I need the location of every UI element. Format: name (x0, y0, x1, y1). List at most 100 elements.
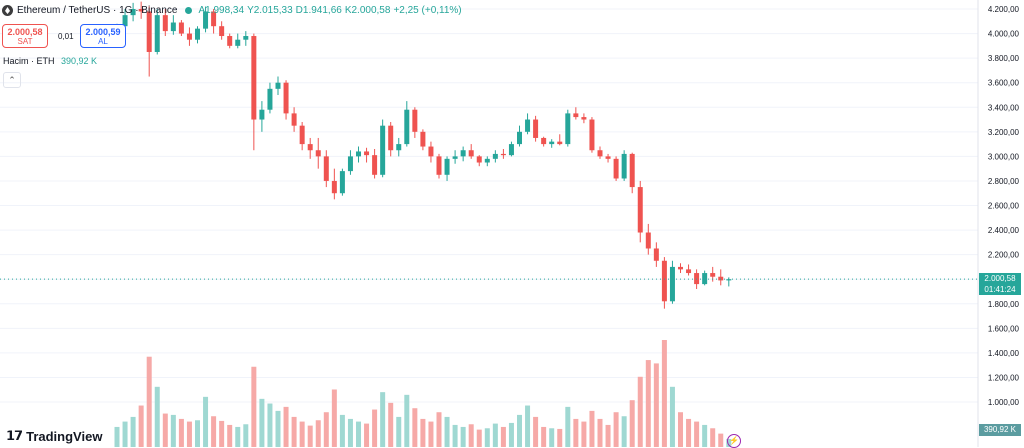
volume-bar (195, 420, 200, 447)
market-open-dot-icon (185, 7, 193, 14)
volume-bar (710, 428, 716, 447)
candle (372, 149, 378, 179)
candle-body (299, 125, 305, 145)
candle (299, 121, 305, 151)
volume-bar (122, 421, 128, 447)
symbol-header: Ethereum / TetherUS · 1G · Binance A1.99… (2, 5, 465, 16)
candle (645, 223, 651, 255)
volume-bar (412, 408, 418, 447)
symbol-title[interactable]: Ethereum / TetherUS · 1G · Binance (17, 5, 178, 16)
candle-body (718, 276, 724, 281)
candle (492, 150, 498, 163)
candle (678, 263, 683, 274)
candle-body (500, 153, 506, 156)
volume-bar (339, 414, 345, 447)
candle-body (170, 22, 176, 32)
candle-body (581, 117, 587, 120)
volume-bar (525, 405, 531, 447)
candle-body (621, 153, 627, 179)
volume-bar (283, 406, 289, 447)
open-value: A1.998,34 (198, 5, 245, 16)
candle-body (549, 141, 555, 145)
collapse-chevron-icon[interactable]: ⌃ (3, 72, 21, 88)
candle-body (315, 150, 321, 157)
sell-button[interactable]: 2.000,58 SAT (2, 24, 48, 48)
volume-bar (203, 396, 209, 447)
candle-body (347, 156, 353, 172)
volume-bar (154, 386, 160, 447)
volume-bar (219, 420, 225, 447)
candle (420, 129, 426, 151)
candle-body (678, 266, 683, 270)
candle-body (653, 248, 659, 261)
candle (235, 33, 241, 49)
candle (573, 107, 579, 120)
buy-label: AL (98, 37, 108, 46)
candle-body (541, 137, 547, 145)
volume-bar (702, 424, 708, 447)
volume-bar (468, 424, 474, 447)
candle (356, 146, 361, 163)
candle (339, 168, 345, 196)
candle-body (589, 119, 595, 151)
volume-bar (621, 416, 627, 447)
volume-bar (484, 428, 490, 447)
volume-bar (565, 406, 571, 447)
volume-bar (613, 412, 619, 447)
volume-legend-value: 390,92 K (61, 56, 98, 66)
candle (500, 149, 506, 159)
volume-bar (299, 421, 305, 447)
flash-icon[interactable]: ⚡ (727, 434, 741, 448)
tradingview-logo[interactable]: 𝟭𝟳 TradingView (6, 428, 102, 444)
candle-body (227, 36, 233, 46)
price-tick-label: 1.400,00 (988, 349, 1020, 358)
ethereum-logo-icon (2, 5, 13, 16)
candle (653, 242, 659, 267)
price-tick-label: 2.600,00 (988, 202, 1020, 211)
volume-bar (396, 416, 402, 447)
candle (468, 144, 474, 159)
candle-body (661, 260, 667, 302)
candle-body (203, 11, 209, 29)
price-axis[interactable]: 4.200,00 4.000,00 3.800,00 3.600,00 3.400,00… (988, 5, 1020, 407)
volume-bar (444, 416, 450, 447)
candle-body (291, 113, 297, 126)
candle (557, 134, 563, 146)
change-value: +2,25 (+0,11%) (393, 5, 462, 16)
candle (533, 115, 539, 142)
candle-body (122, 15, 128, 27)
volume-bar (227, 424, 233, 447)
volume-legend[interactable]: Hacim · ETH 390,92 K (3, 56, 97, 66)
volume-bar (508, 422, 514, 447)
candle (364, 147, 370, 163)
candle (307, 137, 313, 159)
candle-body (195, 28, 200, 40)
chart-grid (0, 8, 978, 403)
candle (637, 180, 643, 243)
candle (170, 15, 176, 35)
volume-bar (146, 356, 152, 447)
candle (686, 264, 692, 276)
last-price-value: 2.000,58 (984, 274, 1016, 284)
candle-body (243, 36, 249, 40)
volume-bar (597, 418, 603, 447)
volume-bar (251, 366, 257, 447)
volume-bar (186, 421, 192, 447)
volume-bar (460, 426, 466, 447)
candle-body (565, 113, 571, 145)
candle-body (307, 144, 313, 151)
candle (525, 113, 531, 135)
price-tick-label: 3.000,00 (988, 152, 1020, 161)
volume-bars (114, 340, 732, 447)
volume-bar (138, 405, 144, 447)
candle-body (637, 187, 643, 233)
candle (581, 113, 587, 124)
buy-button[interactable]: 2.000,59 AL (80, 24, 126, 48)
price-tick-label: 3.400,00 (988, 103, 1020, 112)
candle-body (130, 9, 136, 16)
candle-body (605, 156, 611, 159)
volume-bar (629, 400, 635, 447)
candle-body (186, 33, 192, 40)
candle-body (178, 22, 184, 34)
